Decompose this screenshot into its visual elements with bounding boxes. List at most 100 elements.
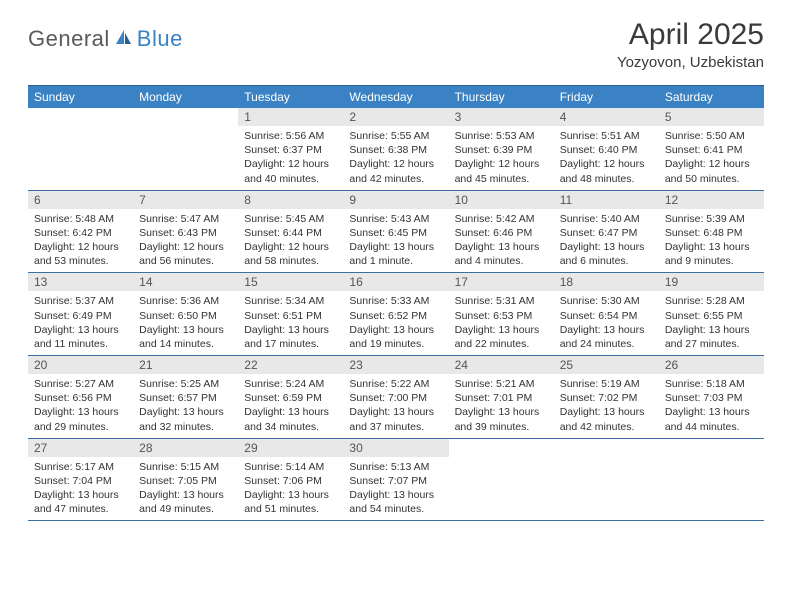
day-line: Sunrise: 5:24 AM xyxy=(244,377,337,391)
day-body: Sunrise: 5:50 AMSunset: 6:41 PMDaylight:… xyxy=(659,126,764,190)
day-number: 16 xyxy=(343,273,448,291)
day-line: Sunset: 7:05 PM xyxy=(139,474,232,488)
calendar-cell: 23Sunrise: 5:22 AMSunset: 7:00 PMDayligh… xyxy=(343,356,448,439)
day-line: and 50 minutes. xyxy=(665,172,758,186)
day-line: Sunset: 7:03 PM xyxy=(665,391,758,405)
day-line: Sunrise: 5:43 AM xyxy=(349,212,442,226)
day-line: Daylight: 13 hours xyxy=(244,405,337,419)
day-number: 13 xyxy=(28,273,133,291)
day-line: Sunset: 6:42 PM xyxy=(34,226,127,240)
day-line: and 44 minutes. xyxy=(665,420,758,434)
page-title: April 2025 xyxy=(617,18,764,52)
day-line: Sunrise: 5:40 AM xyxy=(560,212,653,226)
day-body: Sunrise: 5:24 AMSunset: 6:59 PMDaylight:… xyxy=(238,374,343,438)
day-line: Sunrise: 5:55 AM xyxy=(349,129,442,143)
day-body: Sunrise: 5:42 AMSunset: 6:46 PMDaylight:… xyxy=(449,209,554,273)
day-line: Sunset: 7:01 PM xyxy=(455,391,548,405)
day-line: and 34 minutes. xyxy=(244,420,337,434)
day-header: Wednesday xyxy=(343,86,448,109)
day-header: Friday xyxy=(554,86,659,109)
day-number: 4 xyxy=(554,108,659,126)
day-line: Sunset: 6:39 PM xyxy=(455,143,548,157)
calendar-table: SundayMondayTuesdayWednesdayThursdayFrid… xyxy=(28,85,764,521)
day-body: Sunrise: 5:48 AMSunset: 6:42 PMDaylight:… xyxy=(28,209,133,273)
day-line: Sunrise: 5:19 AM xyxy=(560,377,653,391)
day-body: Sunrise: 5:55 AMSunset: 6:38 PMDaylight:… xyxy=(343,126,448,190)
calendar-cell: 9Sunrise: 5:43 AMSunset: 6:45 PMDaylight… xyxy=(343,190,448,273)
day-body: Sunrise: 5:19 AMSunset: 7:02 PMDaylight:… xyxy=(554,374,659,438)
sail-icon xyxy=(114,28,134,51)
day-line: Daylight: 13 hours xyxy=(244,488,337,502)
day-number: 10 xyxy=(449,191,554,209)
day-line: and 56 minutes. xyxy=(139,254,232,268)
calendar-cell xyxy=(449,438,554,521)
day-line: Sunrise: 5:51 AM xyxy=(560,129,653,143)
day-line: and 4 minutes. xyxy=(455,254,548,268)
day-line: and 45 minutes. xyxy=(455,172,548,186)
day-line: Daylight: 13 hours xyxy=(139,405,232,419)
calendar-row: 6Sunrise: 5:48 AMSunset: 6:42 PMDaylight… xyxy=(28,190,764,273)
day-number: 28 xyxy=(133,439,238,457)
day-number: 3 xyxy=(449,108,554,126)
header: General Blue April 2025 Yozyovon, Uzbeki… xyxy=(28,18,764,71)
day-number: 11 xyxy=(554,191,659,209)
day-line: Daylight: 13 hours xyxy=(244,323,337,337)
day-line: Sunrise: 5:56 AM xyxy=(244,129,337,143)
day-line: Sunrise: 5:22 AM xyxy=(349,377,442,391)
day-line: Sunset: 6:45 PM xyxy=(349,226,442,240)
day-line: Sunset: 6:46 PM xyxy=(455,226,548,240)
day-number: 6 xyxy=(28,191,133,209)
day-line: and 48 minutes. xyxy=(560,172,653,186)
day-body: Sunrise: 5:17 AMSunset: 7:04 PMDaylight:… xyxy=(28,457,133,521)
day-line: and 40 minutes. xyxy=(244,172,337,186)
day-body: Sunrise: 5:30 AMSunset: 6:54 PMDaylight:… xyxy=(554,291,659,355)
day-body: Sunrise: 5:40 AMSunset: 6:47 PMDaylight:… xyxy=(554,209,659,273)
day-line: and 1 minute. xyxy=(349,254,442,268)
calendar-row: 27Sunrise: 5:17 AMSunset: 7:04 PMDayligh… xyxy=(28,438,764,521)
day-header: Sunday xyxy=(28,86,133,109)
title-block: April 2025 Yozyovon, Uzbekistan xyxy=(617,18,764,71)
day-line: Sunset: 6:40 PM xyxy=(560,143,653,157)
day-line: Daylight: 13 hours xyxy=(34,323,127,337)
day-line: Sunset: 6:47 PM xyxy=(560,226,653,240)
day-line: Sunset: 7:04 PM xyxy=(34,474,127,488)
calendar-cell: 8Sunrise: 5:45 AMSunset: 6:44 PMDaylight… xyxy=(238,190,343,273)
calendar-cell xyxy=(554,438,659,521)
day-header: Saturday xyxy=(659,86,764,109)
day-line: and 11 minutes. xyxy=(34,337,127,351)
day-number: 5 xyxy=(659,108,764,126)
day-line: Daylight: 13 hours xyxy=(665,240,758,254)
day-line: Sunset: 6:37 PM xyxy=(244,143,337,157)
day-line: Sunset: 6:55 PM xyxy=(665,309,758,323)
day-line: Sunset: 6:50 PM xyxy=(139,309,232,323)
day-line: Sunrise: 5:21 AM xyxy=(455,377,548,391)
calendar-cell: 27Sunrise: 5:17 AMSunset: 7:04 PMDayligh… xyxy=(28,438,133,521)
day-line: Sunset: 6:49 PM xyxy=(34,309,127,323)
day-number: 7 xyxy=(133,191,238,209)
brand-part1: General xyxy=(28,26,110,52)
day-line: and 32 minutes. xyxy=(139,420,232,434)
day-line: Daylight: 13 hours xyxy=(665,405,758,419)
day-line: Sunrise: 5:37 AM xyxy=(34,294,127,308)
day-line: Sunrise: 5:15 AM xyxy=(139,460,232,474)
day-line: Sunrise: 5:30 AM xyxy=(560,294,653,308)
day-body: Sunrise: 5:21 AMSunset: 7:01 PMDaylight:… xyxy=(449,374,554,438)
calendar-cell: 26Sunrise: 5:18 AMSunset: 7:03 PMDayligh… xyxy=(659,356,764,439)
day-line: Sunrise: 5:34 AM xyxy=(244,294,337,308)
calendar-cell: 7Sunrise: 5:47 AMSunset: 6:43 PMDaylight… xyxy=(133,190,238,273)
day-number: 2 xyxy=(343,108,448,126)
day-body: Sunrise: 5:34 AMSunset: 6:51 PMDaylight:… xyxy=(238,291,343,355)
calendar-cell: 19Sunrise: 5:28 AMSunset: 6:55 PMDayligh… xyxy=(659,273,764,356)
day-line: Sunset: 6:54 PM xyxy=(560,309,653,323)
day-line: and 17 minutes. xyxy=(244,337,337,351)
day-line: Daylight: 13 hours xyxy=(560,323,653,337)
calendar-cell: 28Sunrise: 5:15 AMSunset: 7:05 PMDayligh… xyxy=(133,438,238,521)
day-line: Daylight: 13 hours xyxy=(349,323,442,337)
day-line: Sunset: 6:59 PM xyxy=(244,391,337,405)
day-number: 12 xyxy=(659,191,764,209)
day-line: and 47 minutes. xyxy=(34,502,127,516)
day-body: Sunrise: 5:31 AMSunset: 6:53 PMDaylight:… xyxy=(449,291,554,355)
day-line: Daylight: 12 hours xyxy=(560,157,653,171)
calendar-cell: 12Sunrise: 5:39 AMSunset: 6:48 PMDayligh… xyxy=(659,190,764,273)
day-line: Sunset: 6:52 PM xyxy=(349,309,442,323)
